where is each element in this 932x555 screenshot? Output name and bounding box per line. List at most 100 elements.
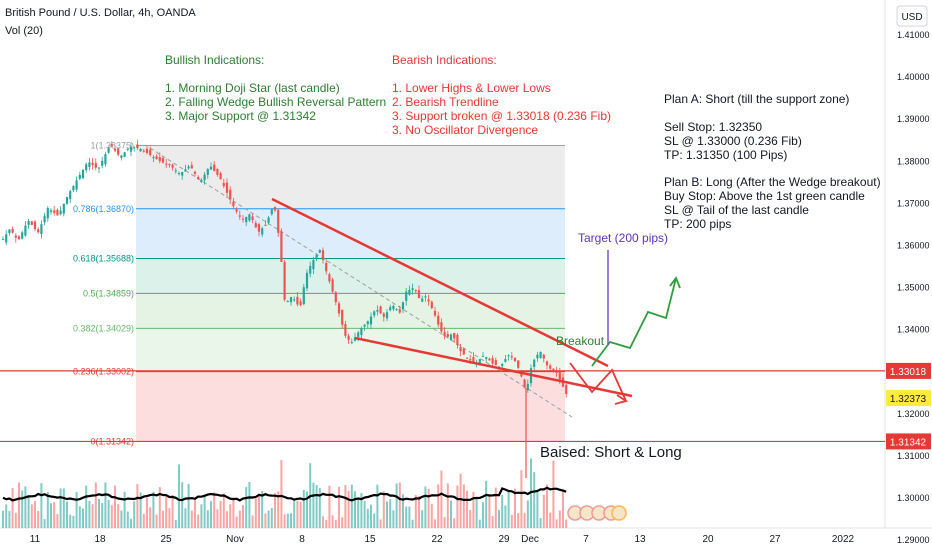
candle-body <box>517 360 520 368</box>
candle-body <box>69 191 72 200</box>
volume-bar <box>37 511 40 528</box>
candle-body <box>565 384 568 395</box>
candle-body <box>273 207 277 211</box>
volume-bar <box>446 483 449 528</box>
time-tick-label: 22 <box>431 534 443 545</box>
candle-body <box>165 163 168 165</box>
price-label-box <box>886 362 931 379</box>
candle-body <box>312 260 315 270</box>
fib-zone <box>136 293 565 329</box>
volume-bar <box>322 516 324 528</box>
candle-body <box>267 217 270 223</box>
candle-body <box>392 305 395 310</box>
price-tick-label: 1.40000 <box>897 72 930 82</box>
volume-bar <box>552 460 555 528</box>
candle-body <box>427 299 430 302</box>
economic-events[interactable] <box>567 505 627 521</box>
flag-icon[interactable] <box>611 505 627 521</box>
candle-body <box>104 154 107 165</box>
fib-retracement <box>136 144 565 442</box>
volume-bar <box>398 482 401 528</box>
candle-body <box>40 224 43 235</box>
candle-body <box>437 315 440 325</box>
volume-bar <box>411 519 414 528</box>
volume-bar <box>190 510 193 528</box>
volume-bar <box>264 513 267 528</box>
candle-body <box>168 164 171 166</box>
volume-bar <box>565 519 568 528</box>
volume-bar <box>466 490 468 528</box>
volume-bar <box>472 491 475 528</box>
volume-bar <box>171 494 174 528</box>
volume-bar <box>222 493 225 528</box>
candle-body <box>190 165 193 169</box>
volume-bar <box>469 510 472 528</box>
candle-body <box>369 316 373 325</box>
volume-bar <box>331 515 334 528</box>
volume-bar <box>296 500 299 528</box>
candle-body <box>152 157 155 159</box>
volume-bar <box>434 519 436 528</box>
volume-bar <box>107 499 110 528</box>
volume-bar <box>270 508 273 528</box>
bullish-item: 3. Major Support @ 1.31342 <box>165 109 316 123</box>
candle-body <box>238 215 241 217</box>
candle-body <box>241 218 245 220</box>
volume-pane <box>2 458 568 528</box>
price-tick-label: 1.35000 <box>897 283 930 293</box>
volume-bar <box>120 510 123 528</box>
time-tick-label: 29 <box>498 534 510 545</box>
volume-bar <box>114 485 116 528</box>
candle-body <box>376 310 379 312</box>
candle-body <box>203 174 206 181</box>
volume-bar <box>347 490 350 528</box>
candle-body <box>456 334 459 346</box>
volume-bar <box>514 488 516 528</box>
candle-body <box>545 361 549 366</box>
candle-body <box>478 359 481 364</box>
volume-bar <box>366 508 369 528</box>
volume-bar <box>299 501 302 528</box>
time-tick-label: 11 <box>30 534 41 545</box>
candle-body <box>213 164 216 171</box>
time-tick-label: Nov <box>226 534 244 545</box>
volume-bar <box>43 519 46 528</box>
volume-bar <box>363 500 366 528</box>
candle-body <box>5 234 8 243</box>
volume-bar <box>386 501 388 528</box>
currency-button[interactable] <box>896 5 928 27</box>
candle-body <box>219 173 222 180</box>
volume-bar <box>290 513 292 528</box>
volume-bar <box>136 484 139 528</box>
candle-body <box>433 310 437 316</box>
volume-bar <box>194 499 196 528</box>
candle-body <box>30 221 33 225</box>
volume-bar <box>235 516 238 528</box>
volume-bar <box>219 501 222 528</box>
volume-bar <box>546 484 548 528</box>
candle-body <box>139 149 142 152</box>
candle-body <box>513 357 517 362</box>
candle-body <box>283 262 286 300</box>
volume-bar <box>373 513 376 528</box>
candle-body <box>254 223 257 228</box>
plan-line: SL @ 1.33000 (0.236 Fib) <box>664 134 802 148</box>
fib-level-label: 0.236(1.33002) <box>73 367 134 377</box>
volume-bar <box>523 512 526 528</box>
volume-bar <box>376 484 379 528</box>
price-label-text: 1.33018 <box>890 367 927 378</box>
volume-bar <box>258 494 260 528</box>
volume-bar <box>443 517 446 528</box>
currency-button-label[interactable]: USD <box>901 12 922 23</box>
volume-bar <box>370 504 372 528</box>
volume-bar <box>5 504 8 528</box>
candle-body <box>523 379 526 388</box>
volume-bar <box>510 514 513 528</box>
candle-body <box>296 296 299 305</box>
candle-body <box>347 335 350 340</box>
candle-body <box>133 147 136 149</box>
plan-line: TP: 1.31350 (100 Pips) <box>664 148 787 162</box>
volume-bar <box>40 483 43 528</box>
volume-bar <box>213 492 216 528</box>
